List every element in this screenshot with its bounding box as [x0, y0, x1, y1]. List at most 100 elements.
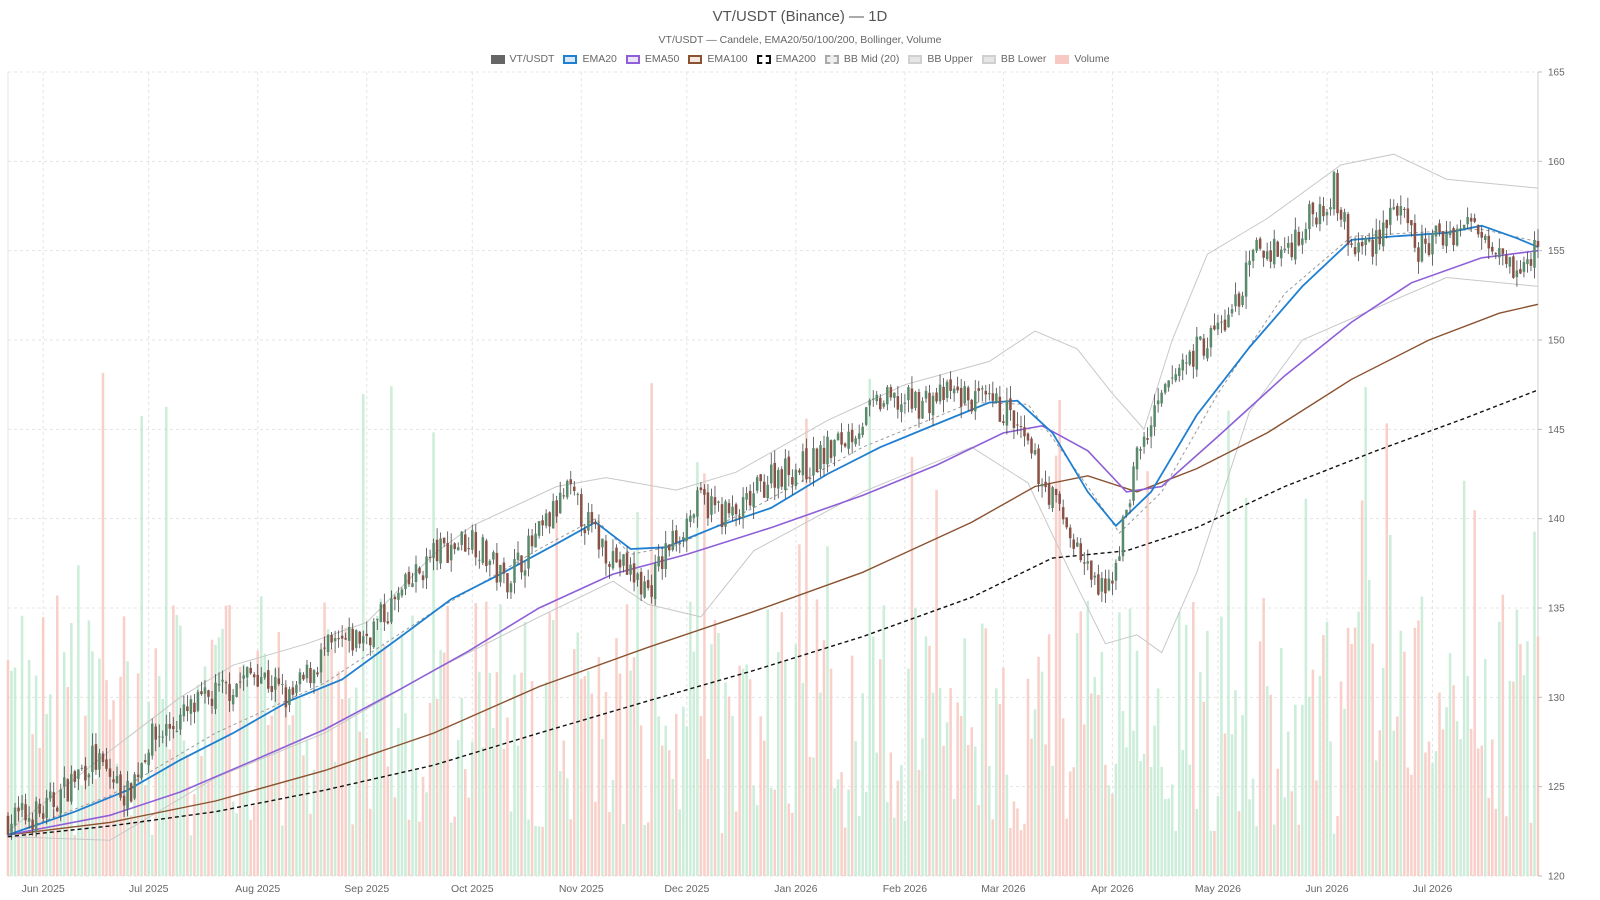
candle-body — [1114, 562, 1118, 581]
candle-body — [1195, 336, 1199, 370]
candle-body — [1083, 562, 1086, 564]
candle-body — [1135, 447, 1139, 470]
volume-bar — [1318, 675, 1322, 876]
candle-body — [1149, 425, 1153, 437]
candle-body — [439, 538, 442, 564]
volume-bar — [513, 674, 516, 876]
volume-bar — [1438, 692, 1441, 876]
candle-body — [1448, 230, 1452, 236]
volume-bar — [1118, 612, 1121, 876]
candle-body — [1269, 250, 1272, 262]
candle-body — [717, 501, 720, 503]
volume-bar — [928, 645, 931, 876]
volume-bar — [1410, 774, 1413, 876]
legend-item-ema20[interactable]: EMA20 — [563, 53, 617, 65]
candle-body — [523, 570, 527, 576]
candle-body — [836, 433, 840, 441]
legend-label: BB Lower — [1000, 53, 1047, 65]
ema200-line — [7, 389, 1539, 838]
candle-body — [182, 704, 186, 717]
volume-bar — [1389, 534, 1392, 876]
volume-bar — [344, 627, 347, 876]
volume-bar — [337, 671, 340, 876]
volume-bar — [850, 655, 854, 876]
volume-bar — [1315, 780, 1318, 876]
candle-body — [1128, 503, 1132, 508]
volume-bar — [1258, 641, 1262, 876]
candle-body — [165, 723, 168, 736]
candle-body — [847, 431, 850, 449]
volume-bar — [731, 716, 734, 876]
volume-bar — [773, 789, 777, 876]
candle-body — [270, 685, 274, 692]
legend-item-ema200[interactable]: EMA200 — [756, 53, 816, 65]
volume-bar — [931, 692, 935, 876]
candle-body — [1533, 239, 1536, 268]
volume-bar — [1142, 754, 1146, 876]
y-tick-label: 150 — [1548, 336, 1565, 347]
volume-bar — [833, 788, 836, 876]
candle-body — [1318, 204, 1322, 225]
volume-bar — [129, 815, 133, 876]
line-swatch-icon — [908, 54, 923, 64]
candle-body — [1016, 424, 1019, 426]
volume-bar — [632, 657, 636, 876]
volume-bar — [988, 765, 991, 876]
legend-item-ema100[interactable]: EMA100 — [688, 53, 748, 65]
candle-body — [126, 780, 129, 809]
volume-bar — [305, 739, 309, 876]
candle-body — [1389, 207, 1392, 225]
volume-bar — [1111, 793, 1114, 876]
legend-item-bb-lower[interactable]: BB Lower — [981, 53, 1047, 65]
candle-body — [453, 543, 456, 550]
candle-body — [337, 638, 340, 640]
volume-bar — [921, 738, 924, 876]
candle-body — [1343, 212, 1346, 222]
candle-body — [80, 767, 84, 769]
candle-body — [1410, 220, 1413, 226]
volume-bar — [812, 757, 815, 876]
volume-bar — [1156, 688, 1160, 876]
legend-item-ema50[interactable]: EMA50 — [625, 53, 679, 65]
volume-bar — [284, 684, 288, 876]
volume-bar — [667, 750, 671, 876]
candle-body — [801, 451, 805, 476]
legend-item-volume[interactable]: Volume — [1055, 53, 1109, 65]
volume-bar — [1265, 686, 1269, 876]
legend-item-vtusdt[interactable]: VT/USDT — [490, 53, 554, 65]
candle-body — [864, 407, 868, 425]
volume-bar — [87, 620, 91, 876]
y-tick-label: 165 — [1548, 68, 1565, 79]
candle-body — [520, 555, 523, 573]
volume-bar — [752, 785, 755, 876]
volume-bar — [942, 745, 945, 876]
candle-body — [896, 396, 900, 410]
candle-body — [625, 552, 629, 575]
legend-label: BB Mid (20) — [843, 53, 900, 65]
volume-bar — [1441, 729, 1445, 876]
candle-body — [1494, 253, 1498, 255]
candle-body — [699, 487, 703, 491]
volume-bar — [787, 803, 791, 876]
volume-bar — [1058, 399, 1061, 876]
volume-bar — [1512, 681, 1515, 876]
candle-body — [1392, 207, 1396, 210]
volume-bar — [1498, 621, 1501, 876]
candle-body — [1529, 259, 1533, 266]
candle-body — [583, 529, 587, 534]
volume-bar — [1297, 824, 1301, 876]
candle-body — [534, 533, 537, 548]
volume-bar — [249, 819, 252, 876]
legend-item-bb-upper[interactable]: BB Upper — [908, 53, 973, 65]
volume-bar — [1033, 709, 1037, 876]
candle-body — [467, 548, 471, 550]
candle-body — [252, 674, 256, 678]
volume-bar — [551, 620, 555, 876]
legend-item-bb-mid[interactable]: BB Mid (20) — [824, 53, 900, 65]
volume-bar — [675, 713, 678, 876]
volume-bar — [70, 623, 73, 876]
volume-bar — [794, 644, 798, 876]
legend-label: BB Upper — [927, 53, 973, 65]
candle-body — [773, 462, 777, 488]
